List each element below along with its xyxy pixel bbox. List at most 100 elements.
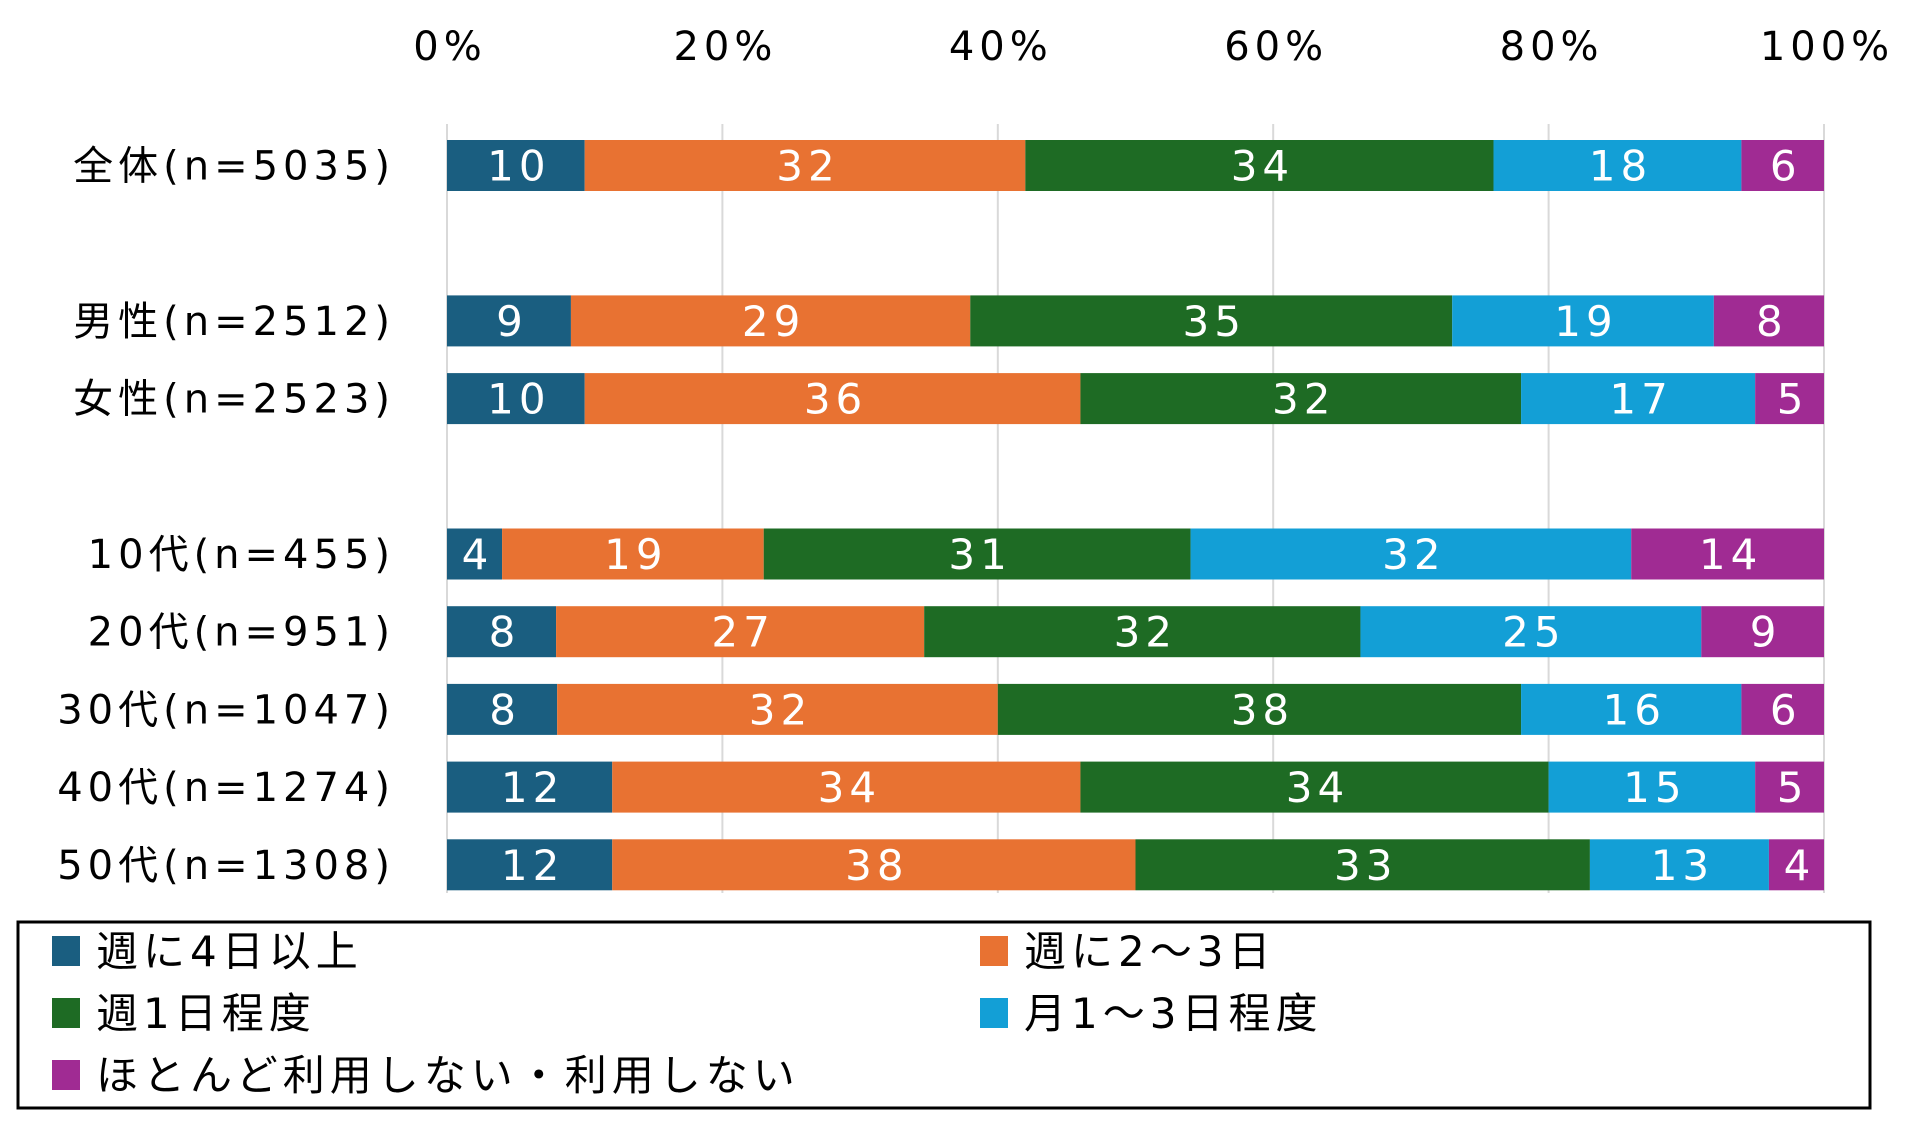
- data-label: 19: [604, 530, 667, 579]
- data-label: 35: [1183, 297, 1246, 346]
- legend-swatch: [980, 936, 1008, 966]
- legend-swatch: [52, 936, 80, 966]
- bar-segment: [556, 606, 925, 658]
- bar-segment: [557, 683, 998, 735]
- data-label: 12: [501, 841, 564, 890]
- data-label: 19: [1554, 297, 1617, 346]
- data-label: 36: [804, 375, 867, 424]
- data-label: 32: [749, 685, 812, 734]
- data-label: 38: [845, 841, 908, 890]
- data-label: 34: [1286, 763, 1349, 812]
- data-label: 32: [776, 142, 839, 191]
- category-label: 男性(n=2512): [73, 299, 395, 345]
- data-label: 9: [496, 297, 528, 346]
- bar-segment: [1713, 295, 1824, 347]
- x-axis-ticks: 0% 20% 40% 60% 80% 100%: [413, 24, 1894, 70]
- data-label: 10: [487, 142, 550, 191]
- data-label: 6: [1770, 142, 1802, 191]
- bar-segment: [612, 761, 1081, 813]
- data-label: 8: [489, 608, 521, 657]
- bar-segment: [1701, 606, 1824, 658]
- data-label: 4: [462, 530, 494, 579]
- legend-label: 週に2〜3日: [1024, 927, 1275, 976]
- data-label: 32: [1272, 375, 1335, 424]
- data-label: 13: [1651, 841, 1714, 890]
- category-label: 50代(n=1308): [57, 843, 395, 889]
- bar-segment: [447, 295, 571, 347]
- data-label: 25: [1502, 608, 1565, 657]
- data-label: 34: [818, 763, 881, 812]
- data-label: 14: [1699, 530, 1762, 579]
- legend-label: 週に4日以上: [96, 927, 363, 976]
- bar-segment: [1025, 140, 1494, 191]
- bar-segment: [570, 295, 971, 347]
- data-label: 33: [1334, 841, 1397, 890]
- bar-segment: [1080, 761, 1549, 813]
- category-label: 40代(n=1274): [57, 765, 395, 811]
- bar-segment: [584, 140, 1026, 191]
- bar-segment: [584, 373, 1081, 425]
- bar-segment: [1755, 761, 1824, 813]
- data-label: 17: [1609, 375, 1672, 424]
- bar-segment: [763, 528, 1191, 580]
- bar-segment: [447, 683, 558, 735]
- bar-segment: [1521, 683, 1742, 735]
- data-label: 10: [487, 375, 550, 424]
- data-label: 5: [1777, 763, 1809, 812]
- data-label: 38: [1231, 685, 1294, 734]
- legend-swatch: [52, 998, 80, 1028]
- data-label: 8: [489, 685, 521, 734]
- bar-segment: [502, 528, 764, 580]
- bar-segment: [1135, 839, 1590, 891]
- x-tick-label: 60%: [1224, 24, 1328, 70]
- legend-label: 月1〜3日程度: [1024, 989, 1322, 1038]
- x-tick-label: 20%: [673, 24, 777, 70]
- legend-swatch: [980, 998, 1008, 1028]
- data-label: 8: [1756, 297, 1788, 346]
- category-label: 全体(n=5035): [73, 144, 395, 190]
- data-label: 12: [501, 763, 564, 812]
- data-label: 16: [1602, 685, 1665, 734]
- data-label: 32: [1382, 530, 1445, 579]
- bar-segment: [1741, 140, 1824, 191]
- data-label: 15: [1623, 763, 1686, 812]
- category-label: 10代(n=455): [88, 532, 395, 578]
- bar-segment: [1521, 373, 1756, 425]
- category-label: 女性(n=2523): [73, 377, 395, 423]
- bar-segment: [1452, 295, 1714, 347]
- bar-segment: [997, 683, 1522, 735]
- x-tick-label: 40%: [949, 24, 1053, 70]
- x-tick-label: 100%: [1760, 24, 1894, 70]
- bar-segment: [1080, 373, 1522, 425]
- data-label: 34: [1231, 142, 1294, 191]
- bar-segment: [1741, 683, 1824, 735]
- bars: 10 32 34 18 69 29 35 19 810 36 32 17 54 19 31 32 148 27 32…: [447, 140, 1824, 891]
- data-label: 9: [1750, 608, 1782, 657]
- bar-segment: [1360, 606, 1702, 658]
- bar-segment: [612, 839, 1136, 891]
- bar-segment: [1190, 528, 1632, 580]
- bar-segment: [447, 140, 585, 191]
- data-label: 31: [948, 530, 1011, 579]
- x-tick-label: 0%: [413, 24, 486, 70]
- data-label: 27: [711, 608, 774, 657]
- bar-segment: [447, 606, 557, 658]
- category-label: 20代(n=951): [88, 610, 395, 656]
- category-label: 30代(n=1047): [57, 687, 395, 733]
- data-label: 18: [1589, 142, 1652, 191]
- bar-segment: [1755, 373, 1824, 425]
- bar-segment: [447, 839, 613, 891]
- legend-label: ほとんど利用しない・利用しない: [96, 1051, 800, 1100]
- bar-segment: [970, 295, 1453, 347]
- data-label: 5: [1777, 375, 1809, 424]
- bar-segment: [1768, 839, 1824, 891]
- data-label: 4: [1784, 841, 1816, 890]
- data-label: 29: [742, 297, 805, 346]
- legend-swatch: [52, 1060, 80, 1090]
- bar-segment: [1631, 528, 1824, 580]
- category-labels: 全体(n=5035) 男性(n=2512) 女性(n=2523) 10代(n=455)…: [57, 144, 395, 889]
- data-label: 6: [1770, 685, 1802, 734]
- bar-segment: [447, 373, 585, 425]
- x-tick-label: 80%: [1500, 24, 1604, 70]
